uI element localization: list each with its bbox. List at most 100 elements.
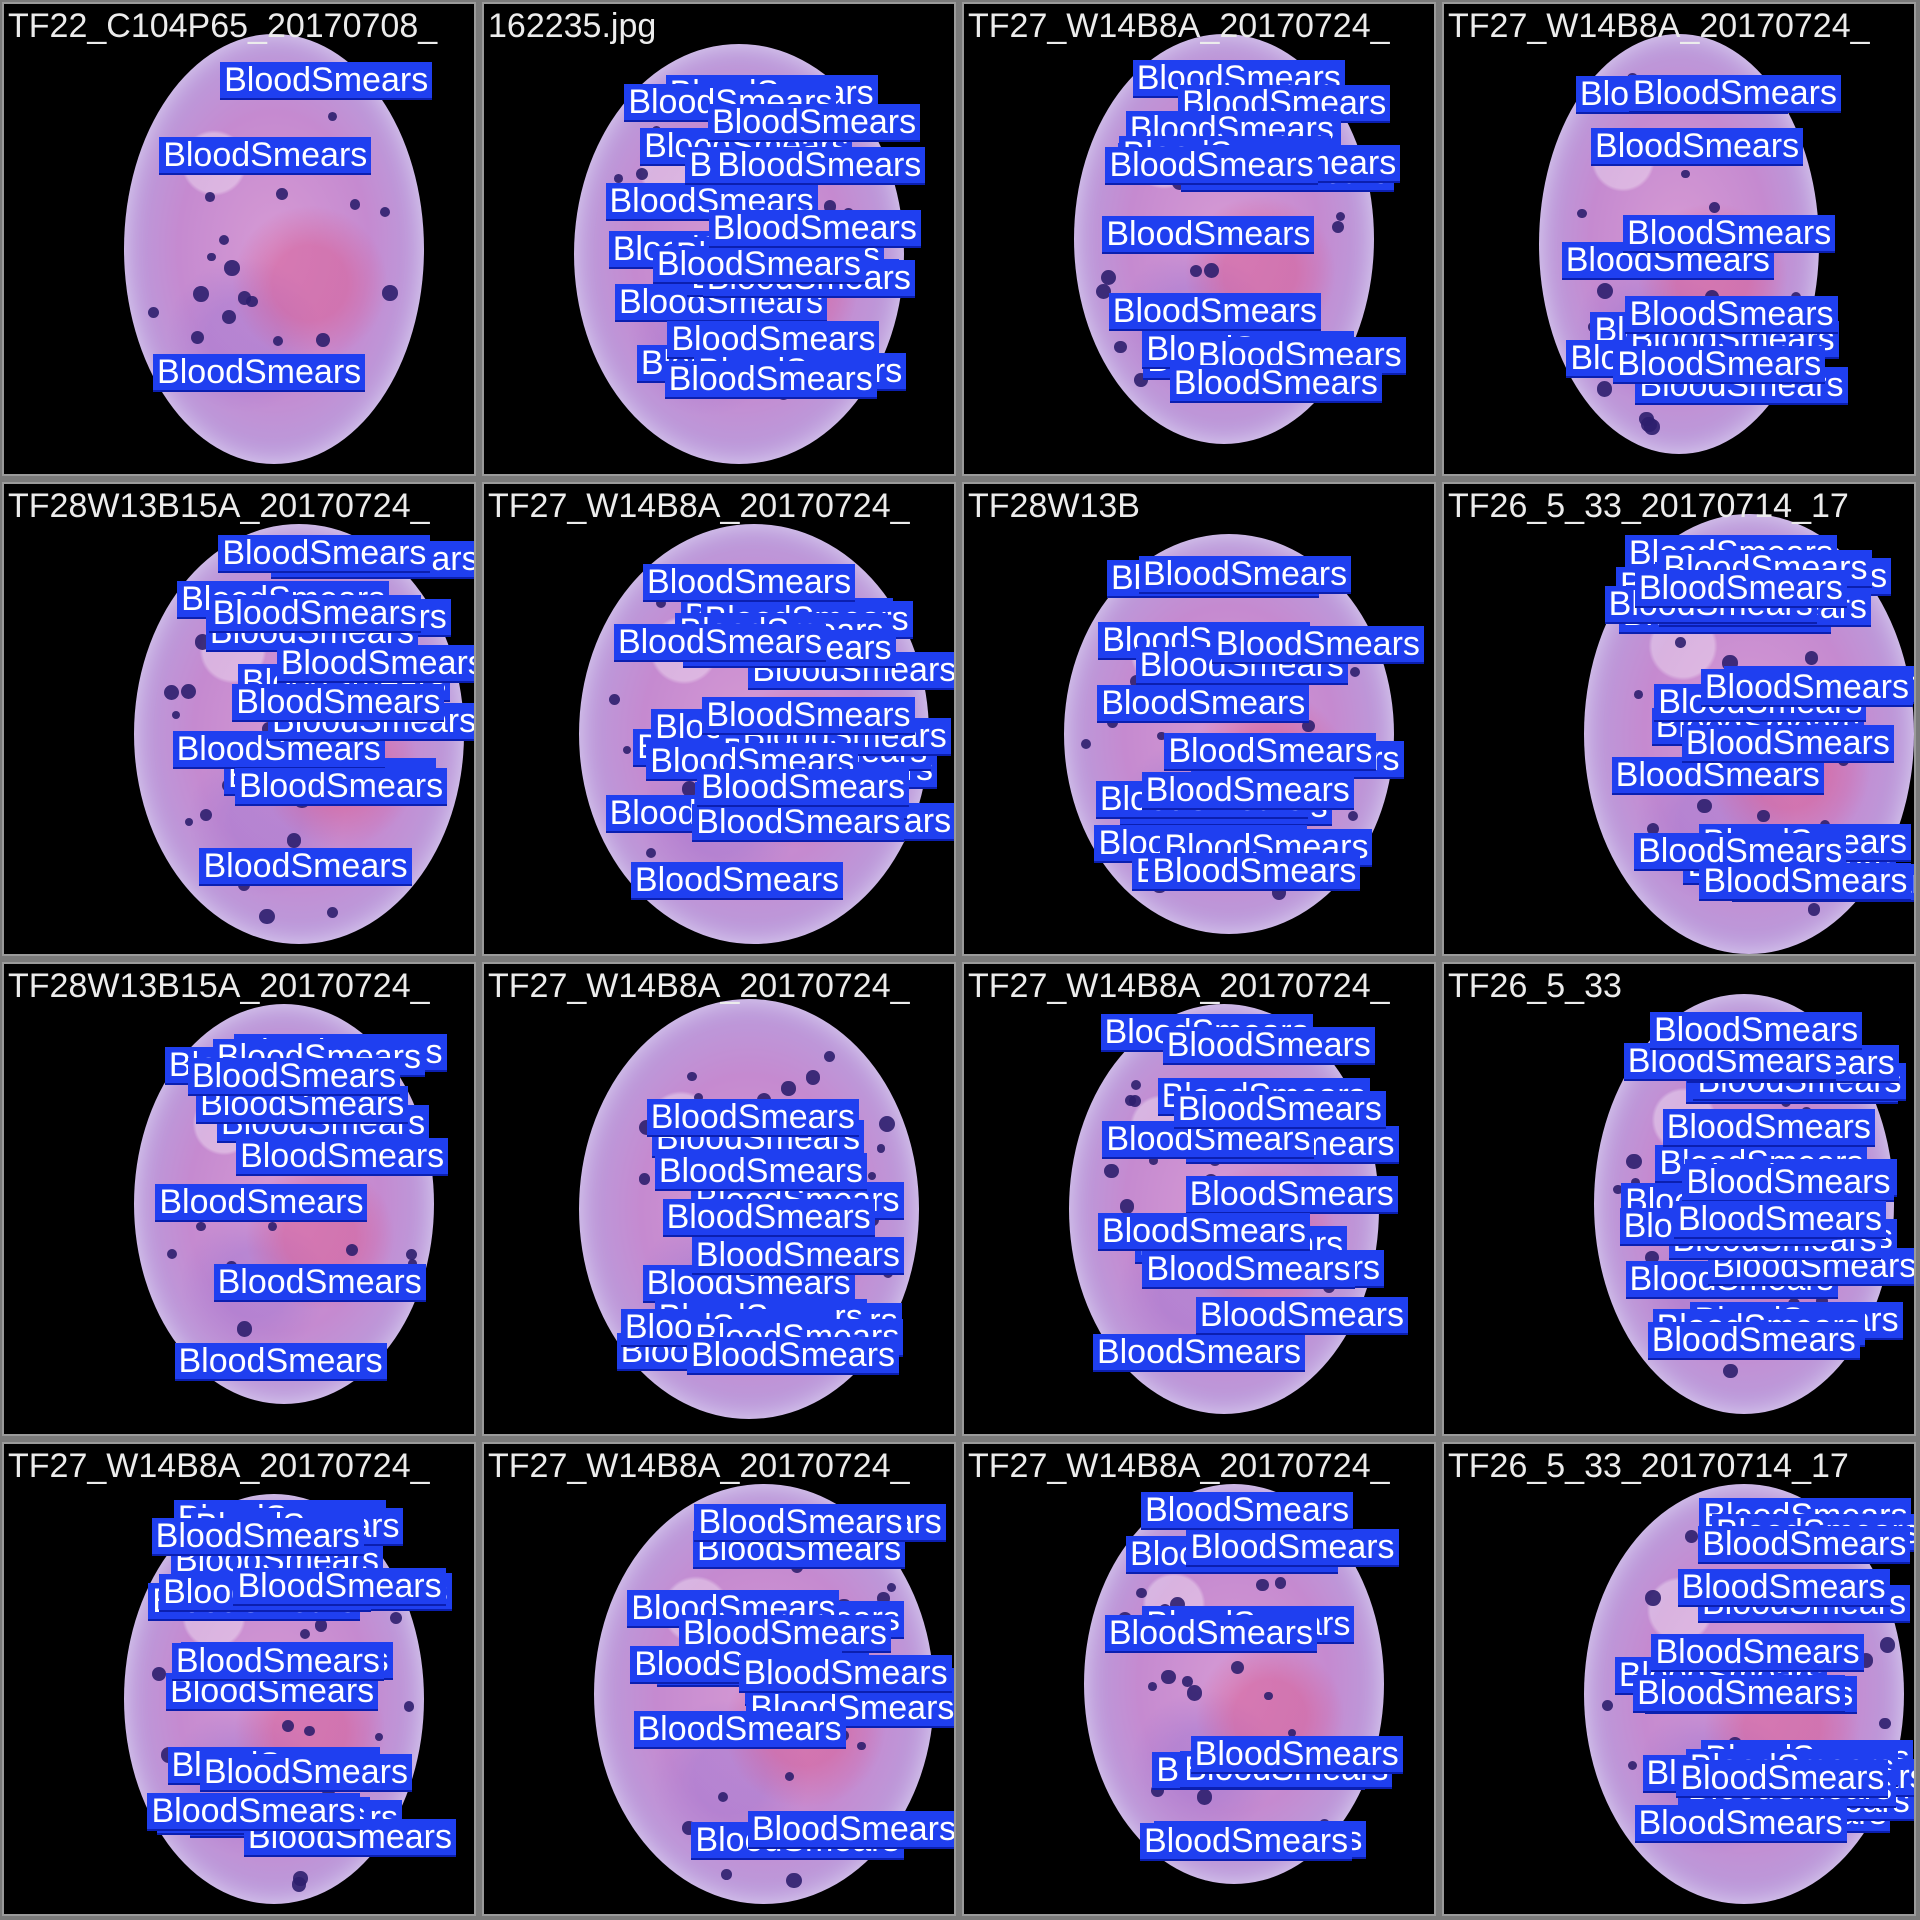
detection-label[interactable]: BloodSmears <box>1651 1633 1864 1672</box>
detection-label[interactable]: BloodSmears <box>646 1099 859 1138</box>
detection-label[interactable]: BloodSmears <box>1164 732 1377 771</box>
detection-label[interactable]: BloodSmears <box>147 1793 360 1832</box>
detection-label[interactable]: BloodSmears <box>199 848 412 887</box>
detection-label[interactable]: BloodSmears <box>643 563 856 602</box>
detection-label[interactable]: BloodSmears <box>613 624 827 663</box>
detection-label[interactable]: BloodSmears <box>1613 346 1826 385</box>
detection-label[interactable]: BloodSmears <box>697 768 910 807</box>
detection-label[interactable]: BloodSmears <box>155 1183 368 1222</box>
detection-label[interactable]: BloodSmears <box>746 1689 954 1728</box>
detection-label[interactable]: BloodSmears <box>1699 863 1912 902</box>
detection-label[interactable]: BloodSmears <box>1682 1163 1895 1202</box>
image-tile[interactable]: TF22_C104P65_20170708_ BloodSmears BloodSm… <box>2 2 476 476</box>
detection-label[interactable]: BloodSmears <box>1625 295 1838 334</box>
detection-label[interactable]: BloodSmears <box>630 861 844 900</box>
detection-label[interactable]: BloodSmears <box>1211 626 1424 664</box>
image-tile[interactable]: TF28W13B BloodSmears BloodSmears BloodSmear… <box>962 482 1436 956</box>
detection-label[interactable]: BloodSmears <box>1628 75 1842 114</box>
image-tile[interactable]: TF26_5_33_20170714_17 BloodSmears BloodSme… <box>1442 1442 1916 1916</box>
detection-label[interactable]: BloodSmears <box>702 696 915 735</box>
detection-label[interactable]: BloodSmears <box>694 1503 907 1542</box>
detection-label[interactable]: BloodSmears <box>235 767 448 806</box>
detection-label[interactable]: BloodSmears <box>713 146 926 185</box>
detection-label[interactable]: BloodSmears <box>1673 1200 1886 1239</box>
detection-label[interactable]: BloodSmears <box>692 804 905 843</box>
detection-label[interactable]: BloodSmears <box>1105 146 1318 185</box>
detection-label[interactable]: BloodSmears <box>652 246 865 285</box>
detection-label[interactable]: BloodSmears <box>739 1654 952 1693</box>
detection-label[interactable]: BloodSmears <box>1148 853 1361 892</box>
detection-label[interactable]: BloodSmears <box>633 1710 846 1749</box>
detection-label[interactable]: BloodSmears <box>1676 1759 1889 1798</box>
detection-label[interactable]: BloodSmears <box>187 1057 400 1096</box>
detection-label[interactable]: BloodSmears <box>218 535 431 574</box>
detection-label[interactable]: BloodSmears <box>678 1614 891 1653</box>
detection-label[interactable]: BloodSmears <box>747 1811 954 1850</box>
detection-label[interactable]: BloodSmears <box>662 1198 875 1237</box>
detection-label[interactable]: BloodSmears <box>1139 556 1352 595</box>
image-tile[interactable]: TF27_W14B8A_20170724_ BloodSmears BloodSme… <box>482 962 956 1436</box>
detection-label[interactable]: BloodSmears <box>1142 1251 1355 1290</box>
image-tile[interactable]: 162235.jpg BloodSmears BloodSmears BloodSme… <box>482 2 956 476</box>
detection-label[interactable]: BloodSmears <box>1681 725 1894 764</box>
detection-label[interactable]: BloodSmears <box>233 1568 446 1607</box>
detection-label[interactable]: BloodSmears <box>1104 1614 1317 1653</box>
detection-label[interactable]: BloodSmears <box>232 684 445 723</box>
detection-label[interactable]: BloodSmears <box>664 360 877 399</box>
detection-label[interactable]: BloodSmears <box>1140 1822 1353 1861</box>
image-tile[interactable]: TF27_W14B8A_20170724_ BloodSmears BloodSme… <box>1442 2 1916 476</box>
detection-label[interactable]: BloodSmears <box>199 1753 412 1792</box>
detection-label[interactable]: BloodSmears <box>1097 685 1310 724</box>
detection-label[interactable]: BloodSmears <box>1102 215 1315 254</box>
detection-label[interactable]: BloodSmears <box>159 137 372 176</box>
detection-label[interactable]: BloodSmears <box>686 1337 900 1376</box>
detection-label[interactable]: BloodSmears <box>1097 1212 1311 1251</box>
image-tile[interactable]: TF27_W14B8A_20170724_ BloodSmears BloodSme… <box>482 482 956 956</box>
detection-label[interactable]: BloodSmears <box>1195 1296 1408 1335</box>
detection-label[interactable]: BloodSmears <box>236 1137 449 1176</box>
detection-label[interactable]: BloodSmears <box>1633 1674 1846 1713</box>
detection-label[interactable]: BloodSmears <box>171 1643 384 1682</box>
detection-label[interactable]: BloodSmears <box>1185 1176 1398 1214</box>
detection-label[interactable]: BloodSmears <box>1700 668 1913 707</box>
detection-label[interactable]: BloodSmears <box>1634 570 1847 609</box>
detection-label[interactable]: BloodSmears <box>1141 772 1354 811</box>
detection-label[interactable]: BloodSmears <box>174 1342 387 1381</box>
detection-label[interactable]: BloodSmears <box>151 1517 364 1556</box>
detection-label[interactable]: BloodSmears <box>1162 1027 1375 1066</box>
detection-label[interactable]: BloodSmears <box>1623 215 1836 254</box>
detection-label[interactable]: BloodSmears <box>1173 1090 1386 1129</box>
detection-label[interactable]: BloodSmears <box>691 1236 904 1275</box>
detection-label[interactable]: BloodSmears <box>1647 1321 1860 1360</box>
detection-label[interactable]: BloodSmears <box>220 62 433 101</box>
image-tile[interactable]: TF27_W14B8A_20170724_ BloodSmears BloodSme… <box>962 962 1436 1436</box>
detection-label[interactable]: BloodSmears <box>708 104 921 143</box>
image-tile[interactable]: TF28W13B15A_20170724_ BloodSmears BloodSme… <box>2 482 476 956</box>
detection-label[interactable]: BloodSmears <box>1108 292 1321 331</box>
detection-label[interactable]: BloodSmears <box>708 210 921 249</box>
image-tile[interactable]: TF28W13B15A_20170724_ BloodSmears BloodSme… <box>2 962 476 1436</box>
image-tile[interactable]: TF27_W14B8A_20170724_ BloodSmears BloodSme… <box>482 1442 956 1916</box>
detection-label[interactable]: BloodSmears <box>1649 1012 1863 1051</box>
detection-label[interactable]: BloodSmears <box>1141 1492 1354 1531</box>
detection-label[interactable]: BloodSmears <box>1677 1569 1890 1608</box>
image-tile[interactable]: TF27_W14B8A_20170724_ BloodSmears BloodSme… <box>962 2 1436 476</box>
image-tile[interactable]: TF27_W14B8A_20170724_ BloodSmears BloodSme… <box>2 1442 476 1916</box>
detection-label[interactable]: BloodSmears <box>1092 1334 1306 1373</box>
detection-label[interactable]: BloodSmears <box>1591 127 1804 166</box>
detection-label[interactable]: BloodSmears <box>654 1153 867 1192</box>
detection-label[interactable]: BloodSmears <box>276 644 474 683</box>
image-tile[interactable]: TF27_W14B8A_20170724_ BloodSmears BloodSme… <box>962 1442 1436 1916</box>
detection-label[interactable]: BloodSmears <box>1634 1804 1847 1843</box>
detection-label[interactable]: BloodSmears <box>153 354 366 393</box>
detection-label[interactable]: BloodSmears <box>1169 365 1382 404</box>
image-tile[interactable]: TF26_5_33 BloodSmears BloodSmears BloodSmea… <box>1442 962 1916 1436</box>
detection-label[interactable]: BloodSmears <box>667 321 880 360</box>
image-tile[interactable]: TF26_5_33_20170714_17 BloodSmears BloodSme… <box>1442 482 1916 956</box>
detection-label[interactable]: BloodSmears <box>1190 1735 1403 1774</box>
detection-label[interactable]: BloodSmears <box>642 1264 855 1303</box>
detection-label[interactable]: BloodSmears <box>1662 1109 1875 1148</box>
detection-label[interactable]: BloodSmears <box>1698 1526 1911 1565</box>
detection-label[interactable]: BloodSmears <box>213 1264 426 1303</box>
detection-label[interactable]: BloodSmears <box>1186 1528 1399 1567</box>
